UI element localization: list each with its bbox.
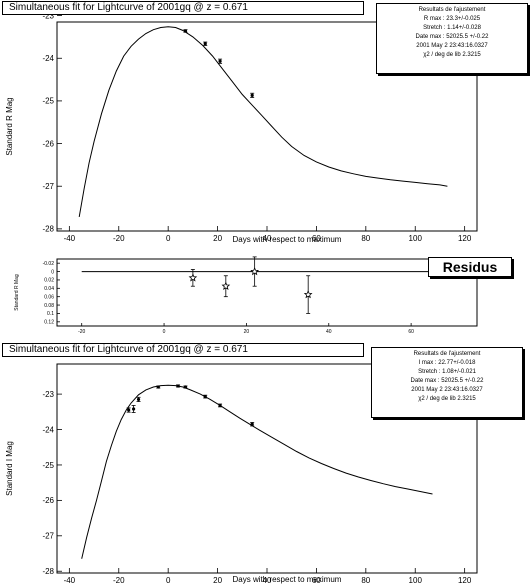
panel2-y-tick-label: -23 <box>42 390 54 399</box>
bottom-stats-line: 2001 May 2 23:43:16.0327 <box>411 387 483 393</box>
bottom-stats-line: χ2 / deg de lib 2.3215 <box>418 396 476 402</box>
panel2-data-point <box>183 385 188 389</box>
top-stats-line: 2001 May 2 23:43:16.0327 <box>416 43 488 49</box>
bottom-stats-box: Resultats de l'ajustement I max : 22.77+… <box>371 347 523 418</box>
panel1-x-tick-label: 60 <box>408 329 414 335</box>
panel2-y-tick-label: -28 <box>42 567 54 576</box>
panel0-x-tick-label: -20 <box>113 234 125 243</box>
panel1-y-axis-label: Standard R Mag <box>14 274 20 311</box>
panel1-data-point <box>188 273 198 282</box>
top-stats-line: R max : 23.3+/-0.025 <box>423 16 481 22</box>
panel0-y-tick-label: -23 <box>42 11 54 20</box>
top-stats-line: Date max : 52025.5 +/-0.22 <box>415 34 489 40</box>
panel0-x-axis-label: Days with respect to maximum <box>233 235 342 244</box>
panel2-y-tick-label: -25 <box>42 461 54 470</box>
top-stats-title: Resultats de l'ajustement <box>418 7 486 13</box>
panel2-data-point <box>127 408 131 412</box>
top-stats-line: χ2 / deg de lib 2.3215 <box>423 52 481 58</box>
panel0-y-tick-label: -28 <box>42 225 54 234</box>
panel0-x-tick-label: 40 <box>263 234 272 243</box>
panel0-x-tick-label: 80 <box>361 234 370 243</box>
panel2-x-tick-label: 100 <box>409 576 423 585</box>
panel2-x-tick-label: -20 <box>113 576 125 585</box>
bottom-chart-title: Simultaneous fit for Lightcurve of 2001g… <box>2 343 364 357</box>
panel1-y-tick-label: 0.1 <box>47 311 54 317</box>
panel2-data-point <box>203 394 207 399</box>
panel1-y-tick-label: 0.02 <box>44 278 54 284</box>
panel1-x-tick-label: 0 <box>163 329 166 335</box>
panel0-data-point <box>218 59 222 63</box>
panel0-x-tick-label: -40 <box>64 234 76 243</box>
panel2-x-tick-label: 120 <box>458 576 472 585</box>
panel2-y-tick-label: -26 <box>42 496 54 505</box>
panel0-y-tick-label: -26 <box>42 139 54 148</box>
panel1-y-tick-label: -0.02 <box>43 261 55 267</box>
panel2-data-point <box>218 403 222 408</box>
panel0-y-tick-label: -25 <box>42 97 54 106</box>
panel2-data-point <box>136 397 141 402</box>
panel2-x-tick-label: 20 <box>213 576 222 585</box>
panel1-data-point <box>250 267 260 276</box>
top-stats-box: Resultats de l'ajustement R max : 23.3+/… <box>376 3 528 74</box>
bottom-stats-title: Resultats de l'ajustement <box>413 351 481 357</box>
bottom-stats-line: Date max : 52025.5 +/-0.22 <box>410 378 484 384</box>
residuals-title: Residus <box>428 257 512 277</box>
panel1-x-tick-label: 20 <box>244 329 250 335</box>
panel0-y-axis-label: Standard R Mag <box>5 97 14 155</box>
panel0-x-tick-label: 100 <box>409 234 423 243</box>
panel0-x-tick-label: 20 <box>213 234 222 243</box>
panel2-x-tick-label: 80 <box>361 576 370 585</box>
panel0-x-tick-label: 0 <box>166 234 171 243</box>
top-stats-line: Stretch : 1.14+/-0.028 <box>423 25 481 31</box>
panel2-x-axis-label: Days with respect to maximum <box>233 575 342 584</box>
panel1-y-tick-label: 0.12 <box>44 320 54 326</box>
panel2-x-tick-label: 40 <box>263 576 272 585</box>
panel2-y-tick-label: -27 <box>42 532 54 541</box>
panel0-data-point <box>203 42 207 46</box>
panel1-y-tick-label: 0.04 <box>44 286 54 292</box>
panel1-x-tick-label: -20 <box>78 329 85 335</box>
panel0-x-tick-label: 60 <box>312 234 321 243</box>
panel2-data-point <box>131 407 136 411</box>
panel2-x-tick-label: 60 <box>312 576 321 585</box>
panel0-x-tick-label: 120 <box>458 234 472 243</box>
bottom-stats-line: Stretch : 1.08+/-0.021 <box>418 369 476 375</box>
panel2-data-point <box>250 422 254 426</box>
panel2-data-point <box>156 385 160 389</box>
panel2-y-tick-label: -24 <box>42 425 54 434</box>
top-chart-title: Simultaneous fit for Lightcurve of 2001g… <box>2 1 364 15</box>
panel2-x-tick-label: 0 <box>166 576 171 585</box>
panel2-data-point <box>176 384 180 388</box>
panel0-y-tick-label: -24 <box>42 54 54 63</box>
panel0-y-tick-label: -27 <box>42 182 54 191</box>
panel1-y-tick-label: 0 <box>51 269 54 275</box>
panel1-data-point <box>221 281 231 290</box>
panel1-x-tick-label: 40 <box>326 329 332 335</box>
panel1-y-tick-label: 0.06 <box>44 294 54 300</box>
panel2-x-tick-label: -40 <box>64 576 76 585</box>
panel0-fit-curve <box>78 26 448 217</box>
panel1-data-point <box>303 290 313 299</box>
bottom-stats-line: I max : 22.77+/-0.018 <box>418 360 476 366</box>
panel0-data-point <box>183 29 188 33</box>
panel2-y-axis-label: Standard I Mag <box>5 441 14 496</box>
panel1-frame <box>56 258 478 327</box>
panel0-data-point <box>250 93 254 97</box>
panel1-y-tick-label: 0.08 <box>44 303 54 309</box>
